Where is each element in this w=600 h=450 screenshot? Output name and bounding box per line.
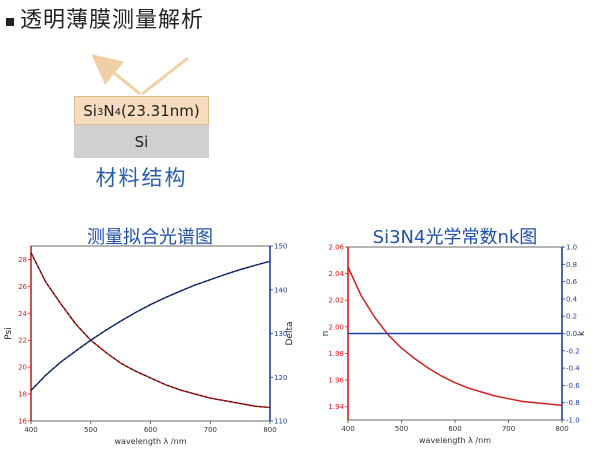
series-line-left-axis (347, 266, 563, 407)
y-right-tick-label: 0.2 (566, 313, 577, 321)
y-left-tick-label: 16 (18, 418, 27, 426)
y-right-tick-label: 120 (274, 374, 287, 382)
y-right-tick-label: 1.0 (566, 244, 577, 252)
si3n4-layer: Si 3 N 4 (23.31nm) (74, 96, 209, 125)
substrate-label: Si (134, 132, 149, 151)
incident-arrow-icon (91, 54, 141, 96)
y-left-tick-label: 26 (18, 283, 27, 291)
x-tick-label: 600 (448, 425, 461, 433)
nk-constants-chart: 400 500 600 700 800 1.94 1.96 1.98 2.00 2.02 2.04 2… (321, 244, 587, 446)
y-left-tick-label: 18 (18, 391, 27, 399)
x-tick-label: 400 (341, 425, 354, 433)
y-right-tick-label: -0.8 (566, 399, 580, 407)
square-bullet-icon (6, 18, 14, 26)
y-right-tick-label: 0.6 (566, 278, 578, 286)
x-tick-label: 700 (502, 425, 515, 433)
x-tick-label: 500 (395, 425, 408, 433)
y-left-tick-label: 2.02 (328, 297, 344, 305)
x-tick-label: 800 (263, 426, 276, 434)
chart1-title: 测量拟合光谱图 (87, 227, 213, 248)
y-right-tick-label: -0.2 (566, 347, 580, 355)
y-left-tick-label: 1.98 (328, 350, 344, 358)
fit-line-left-axis (30, 252, 271, 408)
y-left-axis-label: Psi (4, 327, 14, 339)
material-structure-diagram: Si 3 N 4 (23.31nm) Si 材料结构 (0, 0, 600, 200)
y-right-tick-label: 110 (274, 418, 287, 426)
layer-label-sub2: 4 (114, 107, 121, 118)
layer-label-pre: Si (83, 101, 97, 120)
y-left-tick-label: 20 (18, 364, 27, 372)
y-right-tick-label: -1.0 (566, 417, 580, 425)
x-tick-label: 400 (24, 426, 37, 434)
page-heading: 透明薄膜测量解析 (6, 4, 205, 33)
reflected-arrow-icon (141, 56, 189, 96)
y-left-tick-label: 2.00 (328, 323, 344, 331)
y-right-tick-label: 140 (274, 286, 287, 294)
heading-text: 透明薄膜测量解析 (20, 8, 205, 33)
y-left-tick-label: 28 (18, 256, 27, 264)
y-left-tick-label: 22 (18, 337, 27, 345)
chart2-title: Si3N4光学常数nk图 (372, 227, 538, 248)
fit-line-right-axis (30, 260, 271, 391)
y-left-tick-label: 2.06 (328, 244, 344, 252)
y-right-tick-label: 130 (274, 330, 287, 338)
y-right-tick-label: 0.4 (566, 295, 578, 303)
diagram-caption: 材料结构 (95, 166, 188, 190)
x-tick-label: 500 (84, 426, 97, 434)
y-right-axis-label: Delta (285, 321, 295, 345)
fit-spectrum-chart: 400 500 600 700 800 16 18 20 22 24 26 28 110 120 130 14… (4, 243, 295, 447)
y-right-axis-label: k (577, 330, 587, 336)
y-right-tick-label: 0.8 (566, 261, 577, 269)
y-left-tick-label: 1.94 (328, 403, 344, 411)
x-tick-label: 600 (144, 426, 157, 434)
y-left-axis-label: n (321, 331, 331, 337)
y-left-tick-label: 24 (18, 310, 27, 318)
y-right-tick-label: -0.6 (566, 382, 580, 390)
y-right-tick-label: -0.4 (566, 365, 580, 373)
layer-label-post: (23.31nm) (120, 101, 200, 120)
y-left-tick-label: 1.96 (328, 377, 344, 385)
si-substrate-layer: Si (74, 125, 209, 158)
x-tick-label: 800 (555, 425, 568, 433)
layer-label-mid: N (103, 101, 115, 120)
x-tick-label: 700 (204, 426, 217, 434)
y-left-tick-label: 2.04 (328, 270, 344, 278)
layer-label-sub1: 3 (96, 107, 104, 118)
x-axis-label: wavelength λ /nm (115, 437, 187, 446)
series-line-left-axis (30, 252, 271, 409)
series-line-right-axis (30, 260, 271, 391)
reflection-arrows (91, 54, 189, 96)
x-axis-label: wavelength λ /nm (419, 436, 491, 445)
y-right-tick-label: 150 (274, 243, 287, 251)
y-right-tick-label: 0.0 (566, 330, 577, 338)
